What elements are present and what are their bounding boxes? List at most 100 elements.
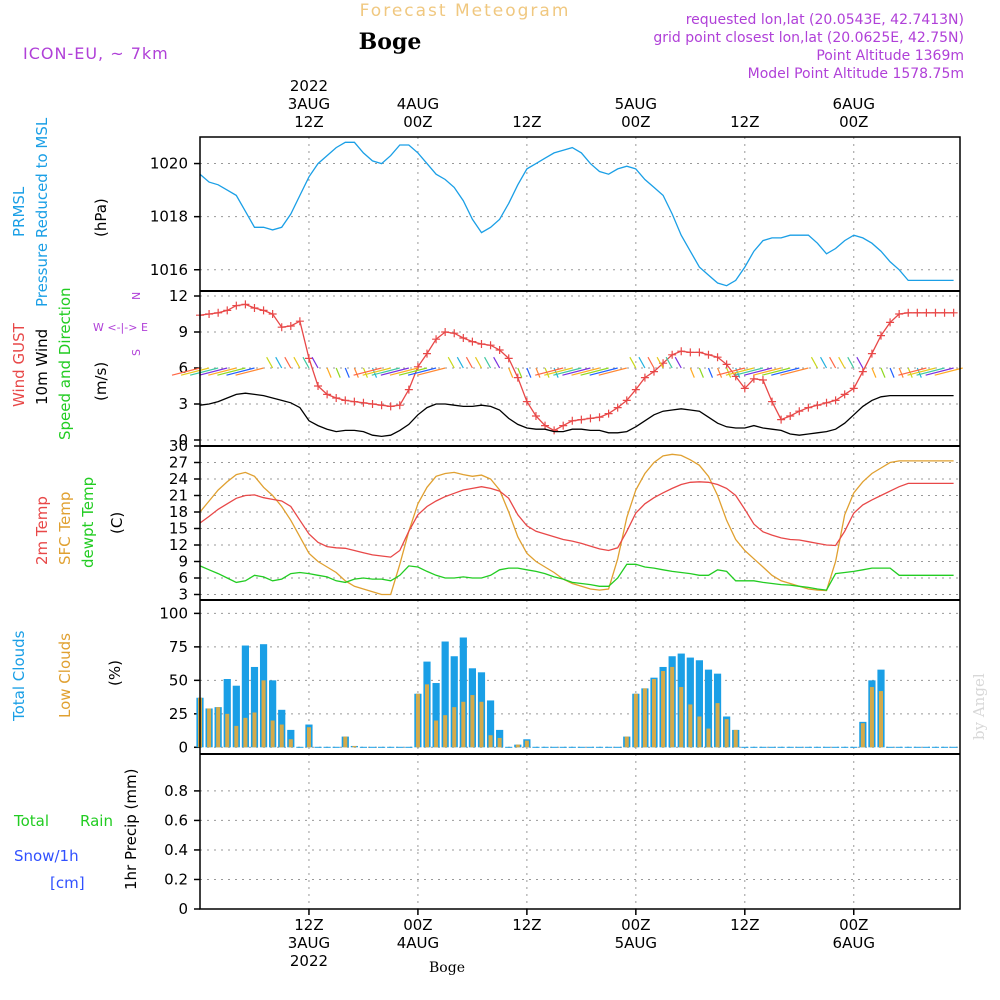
- temp-label-2: SFC Temp: [56, 492, 74, 565]
- low-cloud-bar: [633, 693, 638, 748]
- wind-arrow: [535, 367, 541, 378]
- wind-arrow: [925, 367, 954, 376]
- precip-ytick-label: 0.6: [164, 811, 188, 829]
- top-time-label: 4AUG: [397, 95, 439, 113]
- temp-label-3: dewpt Temp: [79, 477, 97, 568]
- gust-marker: [377, 401, 386, 410]
- requested-coords: requested lon,lat (20.0543E, 42.7413N): [686, 12, 964, 28]
- gust-marker: [477, 340, 486, 348]
- wind-arrow: [417, 367, 446, 376]
- gust-marker: [450, 329, 459, 338]
- wind-arrow: [847, 356, 855, 369]
- low-cloud-bar: [243, 717, 248, 748]
- gust-marker: [640, 373, 649, 382]
- low-cloud-bar: [207, 708, 212, 748]
- gust-marker: [314, 382, 323, 390]
- wind-arrow: [284, 356, 292, 369]
- total-cloud-bar: [686, 657, 694, 748]
- top-time-label: 12Z: [730, 113, 759, 131]
- low-cloud-bar: [306, 727, 311, 748]
- gridpoint-coords: grid point closest lon,lat (20.0625E, 42…: [653, 30, 964, 46]
- gust-marker: [295, 317, 304, 326]
- gust-marker: [922, 308, 931, 317]
- gust-marker: [277, 323, 286, 332]
- bottom-time-label: 00Z: [403, 916, 432, 934]
- gust-marker: [840, 390, 849, 399]
- compass-west-east: W <-|-> E: [93, 321, 148, 334]
- gust-marker: [895, 310, 904, 318]
- precip-unit: 1hr Precip (mm): [122, 769, 140, 890]
- low-cloud-bar: [279, 724, 284, 748]
- temp-ytick-label: 30: [169, 437, 188, 455]
- low-cloud-bar: [524, 740, 529, 748]
- low-cloud-bar: [860, 723, 865, 748]
- wind-arrow: [598, 367, 627, 376]
- wind-arrow: [589, 367, 618, 376]
- wind-arrow: [484, 356, 492, 369]
- total-cloud-bar: [450, 656, 458, 748]
- wind-arrow: [819, 356, 828, 369]
- low-cloud-bar: [252, 712, 257, 748]
- pressure-ytick-label: 1020: [150, 155, 188, 173]
- top-time-label: 6AUG: [833, 95, 875, 113]
- wind-arrow: [380, 367, 409, 376]
- gust-marker: [413, 362, 422, 371]
- wind-arrow: [544, 367, 550, 378]
- plot-frame: [199, 136, 961, 910]
- low-cloud-bar: [624, 736, 629, 748]
- low-cloud-bar: [461, 701, 466, 748]
- wind-arrow: [689, 367, 695, 378]
- wind-arrow: [762, 367, 791, 376]
- wind-arrow: [916, 367, 945, 376]
- temp-unit: (C): [108, 512, 126, 534]
- wind-arrow: [508, 367, 514, 378]
- gust-marker: [804, 403, 813, 412]
- gust-marker: [341, 396, 350, 405]
- wind-arrow: [716, 367, 745, 376]
- wind-arrow: [780, 367, 809, 376]
- gust-marker: [495, 346, 504, 354]
- gust-marker: [395, 401, 404, 410]
- wind-arrow: [698, 367, 704, 378]
- temp-ytick-label: 18: [169, 503, 188, 521]
- wind-arrow: [725, 367, 755, 376]
- dewpt-line: [199, 563, 954, 591]
- wind-arrow: [398, 367, 428, 376]
- gust-marker: [586, 414, 595, 423]
- wind-arrow: [353, 367, 359, 378]
- wind-arrow: [829, 356, 837, 369]
- wind-arrow: [311, 356, 319, 369]
- low-cloud-bar: [733, 729, 738, 748]
- wind-arrow: [493, 356, 501, 369]
- top-time-label: 00Z: [403, 113, 432, 131]
- location-title: Boge: [359, 29, 422, 55]
- gust-marker: [486, 341, 495, 350]
- low-cloud-bar: [452, 707, 457, 748]
- wind-arrow: [856, 356, 864, 369]
- wind-ytick-label: 6: [178, 359, 188, 377]
- wind-label-1: Wind GUST: [10, 322, 28, 407]
- pressure-ytick-label: 1016: [150, 261, 188, 279]
- low-cloud-bar: [270, 720, 275, 748]
- low-cloud-bar: [652, 679, 656, 748]
- gust-marker: [831, 396, 840, 405]
- total-cloud-bar: [250, 666, 259, 748]
- low-cloud-bar: [715, 703, 720, 748]
- gust-marker: [677, 347, 686, 356]
- gust-line: [199, 303, 954, 432]
- low-cloud-bar: [434, 720, 439, 748]
- temp-ytick-label: 21: [169, 487, 188, 505]
- clouds-ytick-label: 0: [178, 738, 188, 756]
- gust-marker: [695, 348, 704, 357]
- low-cloud-bar: [697, 716, 702, 748]
- gust-marker: [713, 353, 722, 362]
- total-cloud-bar: [241, 645, 249, 748]
- wind-arrow: [326, 367, 332, 378]
- wind-arrow: [665, 356, 673, 369]
- temp-ytick-label: 15: [169, 520, 188, 538]
- temp-label-1: 2m Temp: [33, 496, 51, 565]
- gust-marker: [259, 306, 268, 315]
- wind-arrow: [217, 367, 246, 376]
- wind-arrow: [180, 367, 210, 376]
- low-cloud-bar: [515, 744, 520, 748]
